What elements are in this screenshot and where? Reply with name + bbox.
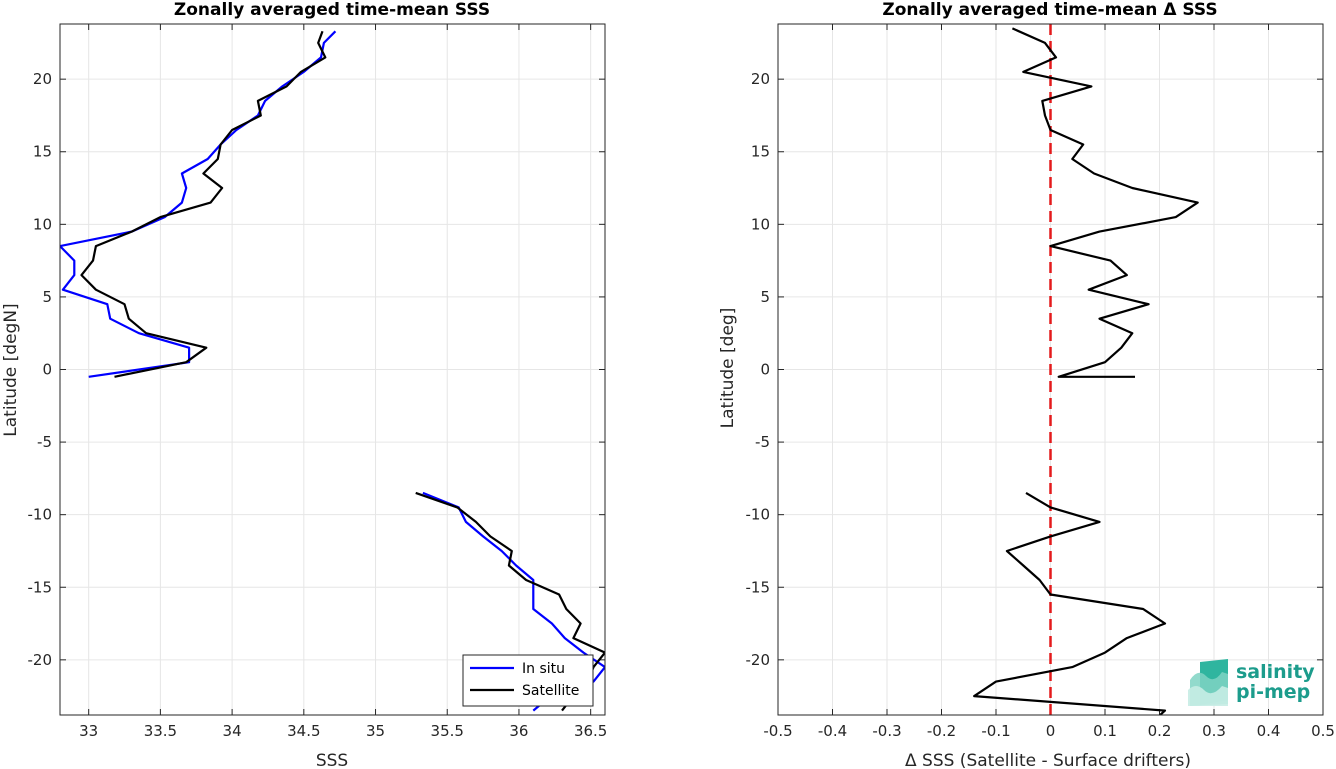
y-tick-label: 0 <box>42 361 52 379</box>
y-tick-label: 20 <box>751 70 770 88</box>
y-tick-label: -5 <box>755 433 770 451</box>
x-tick-label: 0.4 <box>1257 722 1281 740</box>
delta-sss-panel: -0.5 -0.4 -0.3 -0.2 -0.1 0 0.1 0.2 0.3 0.4 0.5 -20… <box>718 0 1335 769</box>
y-tick-label: 10 <box>33 215 52 233</box>
y-tick-label: 10 <box>751 215 770 233</box>
sss-grid <box>60 24 605 715</box>
series-line-in-situ-1 <box>422 491 605 712</box>
x-tick-label: -0.3 <box>872 722 901 740</box>
y-tick-label: -10 <box>28 506 53 524</box>
sss-panel: 33 33.5 34 34.5 35 35.5 36 36.5 -20 -15 -10 -5 0 5 10… <box>1 0 607 769</box>
sss-y-label: Latitude [degN] <box>1 303 21 436</box>
x-tick-label: 35.5 <box>431 722 464 740</box>
logo-line-1: salinity <box>1236 661 1315 683</box>
y-tick-label: 5 <box>760 288 770 306</box>
y-tick-label: -20 <box>746 651 771 669</box>
sss-title: Zonally averaged time-mean SSS <box>174 0 490 20</box>
salinity-pi-mep-logo: salinity pi-mep <box>1188 659 1315 706</box>
sss-plot-frame <box>59 23 606 716</box>
x-tick-label: -0.2 <box>927 722 956 740</box>
y-tick-label: 20 <box>33 70 52 88</box>
x-tick-label: 34 <box>223 722 242 740</box>
x-tick-label: -0.4 <box>818 722 847 740</box>
x-tick-label: 33.5 <box>144 722 177 740</box>
delta-x-ticks: -0.5 -0.4 -0.3 -0.2 -0.1 0 0.1 0.2 0.3 0.4 0.5 <box>763 24 1335 740</box>
delta-x-label: Δ SSS (Satellite - Surface drifters) <box>905 751 1191 769</box>
y-tick-label: -15 <box>746 578 771 596</box>
x-tick-label: 34.5 <box>287 722 320 740</box>
y-tick-label: -15 <box>28 578 53 596</box>
y-tick-label: -5 <box>37 433 52 451</box>
x-tick-label: -0.5 <box>763 722 792 740</box>
sss-legend: In situ Satellite <box>462 654 594 707</box>
delta-y-label: Latitude [deg] <box>718 308 738 429</box>
wave-logo-icon <box>1188 659 1228 706</box>
legend-label-in-situ: In situ <box>522 661 565 677</box>
x-tick-label: -0.1 <box>981 722 1010 740</box>
legend-box <box>462 654 594 707</box>
x-tick-label: 0.2 <box>1148 722 1172 740</box>
x-tick-label: 36.5 <box>574 722 607 740</box>
delta-series <box>973 27 1199 715</box>
logo-line-2: pi-mep <box>1236 681 1310 703</box>
series-line-delta-1 <box>973 491 1167 715</box>
legend-label-satellite: Satellite <box>522 683 579 699</box>
sss-x-label: SSS <box>316 751 348 769</box>
x-tick-label: 36 <box>509 722 528 740</box>
sss-y-ticks: -20 -15 -10 -5 0 5 10 15 20 <box>28 70 605 669</box>
delta-plot-frame <box>777 23 1324 716</box>
x-tick-label: 35 <box>366 722 385 740</box>
x-tick-label: 0.5 <box>1311 722 1335 740</box>
y-tick-label: 15 <box>751 143 770 161</box>
series-line-delta-0 <box>1011 27 1199 378</box>
delta-title: Zonally averaged time-mean Δ SSS <box>882 0 1217 20</box>
y-tick-label: 15 <box>33 143 52 161</box>
y-tick-label: 5 <box>42 288 52 306</box>
y-tick-label: 0 <box>760 361 770 379</box>
x-tick-label: 33 <box>79 722 98 740</box>
x-tick-label: 0.3 <box>1202 722 1226 740</box>
series-line-in-situ-0 <box>60 30 337 378</box>
y-tick-label: -20 <box>28 651 53 669</box>
y-tick-label: -10 <box>746 506 771 524</box>
series-line-satellite-0 <box>80 30 327 378</box>
sss-x-ticks: 33 33.5 34 34.5 35 35.5 36 36.5 <box>79 24 607 740</box>
x-tick-label: 0 <box>1046 722 1056 740</box>
x-tick-label: 0.1 <box>1093 722 1117 740</box>
delta-y-ticks: -20 -15 -10 -5 0 5 10 15 20 <box>746 70 1323 669</box>
